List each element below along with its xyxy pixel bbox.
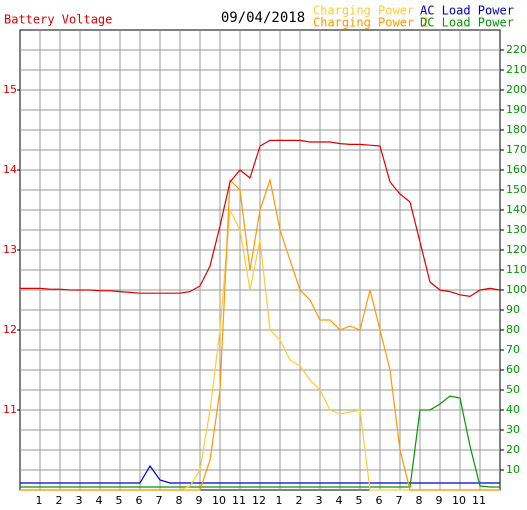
x-tick-label: 6 [376,494,383,507]
x-tick-label: 1 [36,494,43,507]
y2-tick-label: 130 [506,223,527,236]
x-tick-label: 11 [472,494,486,507]
x-tick-label: 6 [136,494,143,507]
y2-tick-label: 160 [506,163,527,176]
y-axis-label: Battery Voltage [4,13,112,27]
y2-tick-label: 60 [506,363,520,376]
x-tick-label: 5 [356,494,363,507]
x-tick-label: 12 [252,494,266,507]
legend-entry: Charging Power 1 [313,4,429,18]
x-tick-label: 2 [56,494,63,507]
x-tick-label: 7 [396,494,403,507]
x-tick-label: 2 [296,494,303,507]
x-tick-label: 8 [176,494,183,507]
x-tick-label: 4 [336,494,343,507]
y-tick-label: 15 [3,83,17,96]
legend-entry: AC Load Power [420,4,514,18]
y-tick-label: 12 [3,323,17,336]
y2-tick-label: 170 [506,143,527,156]
series-line [20,395,500,488]
y2-tick-label: 200 [506,83,527,96]
y2-tick-label: 70 [506,343,520,356]
y2-tick-label: 180 [506,123,527,136]
x-tick-label: 8 [416,494,423,507]
x-tick-label: 4 [96,494,103,507]
y2-tick-label: 10 [506,463,520,476]
series-line [20,464,500,484]
x-tick-label: 7 [156,494,163,507]
y2-tick-label: 150 [506,183,527,196]
y2-tick-label: 50 [506,383,520,396]
x-tick-label: 10 [212,494,226,507]
chart-title: 09/04/2018 [221,10,305,26]
y2-tick-label: 30 [506,423,520,436]
y2-tick-label: 210 [506,63,527,76]
y2-tick-label: 220 [506,43,527,56]
x-tick-label: 9 [436,494,443,507]
x-tick-label: 3 [76,494,83,507]
y2-tick-label: 80 [506,323,520,336]
y2-tick-label: 20 [506,443,520,456]
y2-tick-label: 190 [506,103,527,116]
y-tick-label: 11 [3,403,17,416]
series-line [20,177,500,491]
x-tick-label: 9 [196,494,203,507]
y2-tick-label: 90 [506,303,520,316]
y2-tick-label: 120 [506,243,527,256]
y-tick-label: 14 [3,163,17,176]
y2-tick-label: 140 [506,203,527,216]
series-line [20,139,501,298]
x-tick-label: 11 [232,494,246,507]
y2-tick-label: 40 [506,403,520,416]
y2-tick-label: 100 [506,283,527,296]
y-tick-label: 13 [3,243,17,256]
x-tick-label: 5 [116,494,123,507]
x-tick-label: 1 [276,494,283,507]
x-tick-label: 3 [316,494,323,507]
x-tick-label: 10 [452,494,466,507]
legend-entry: Charging Power 2 [313,16,429,30]
legend-entry: DC Load Power [420,16,514,30]
y2-tick-label: 110 [506,263,527,276]
